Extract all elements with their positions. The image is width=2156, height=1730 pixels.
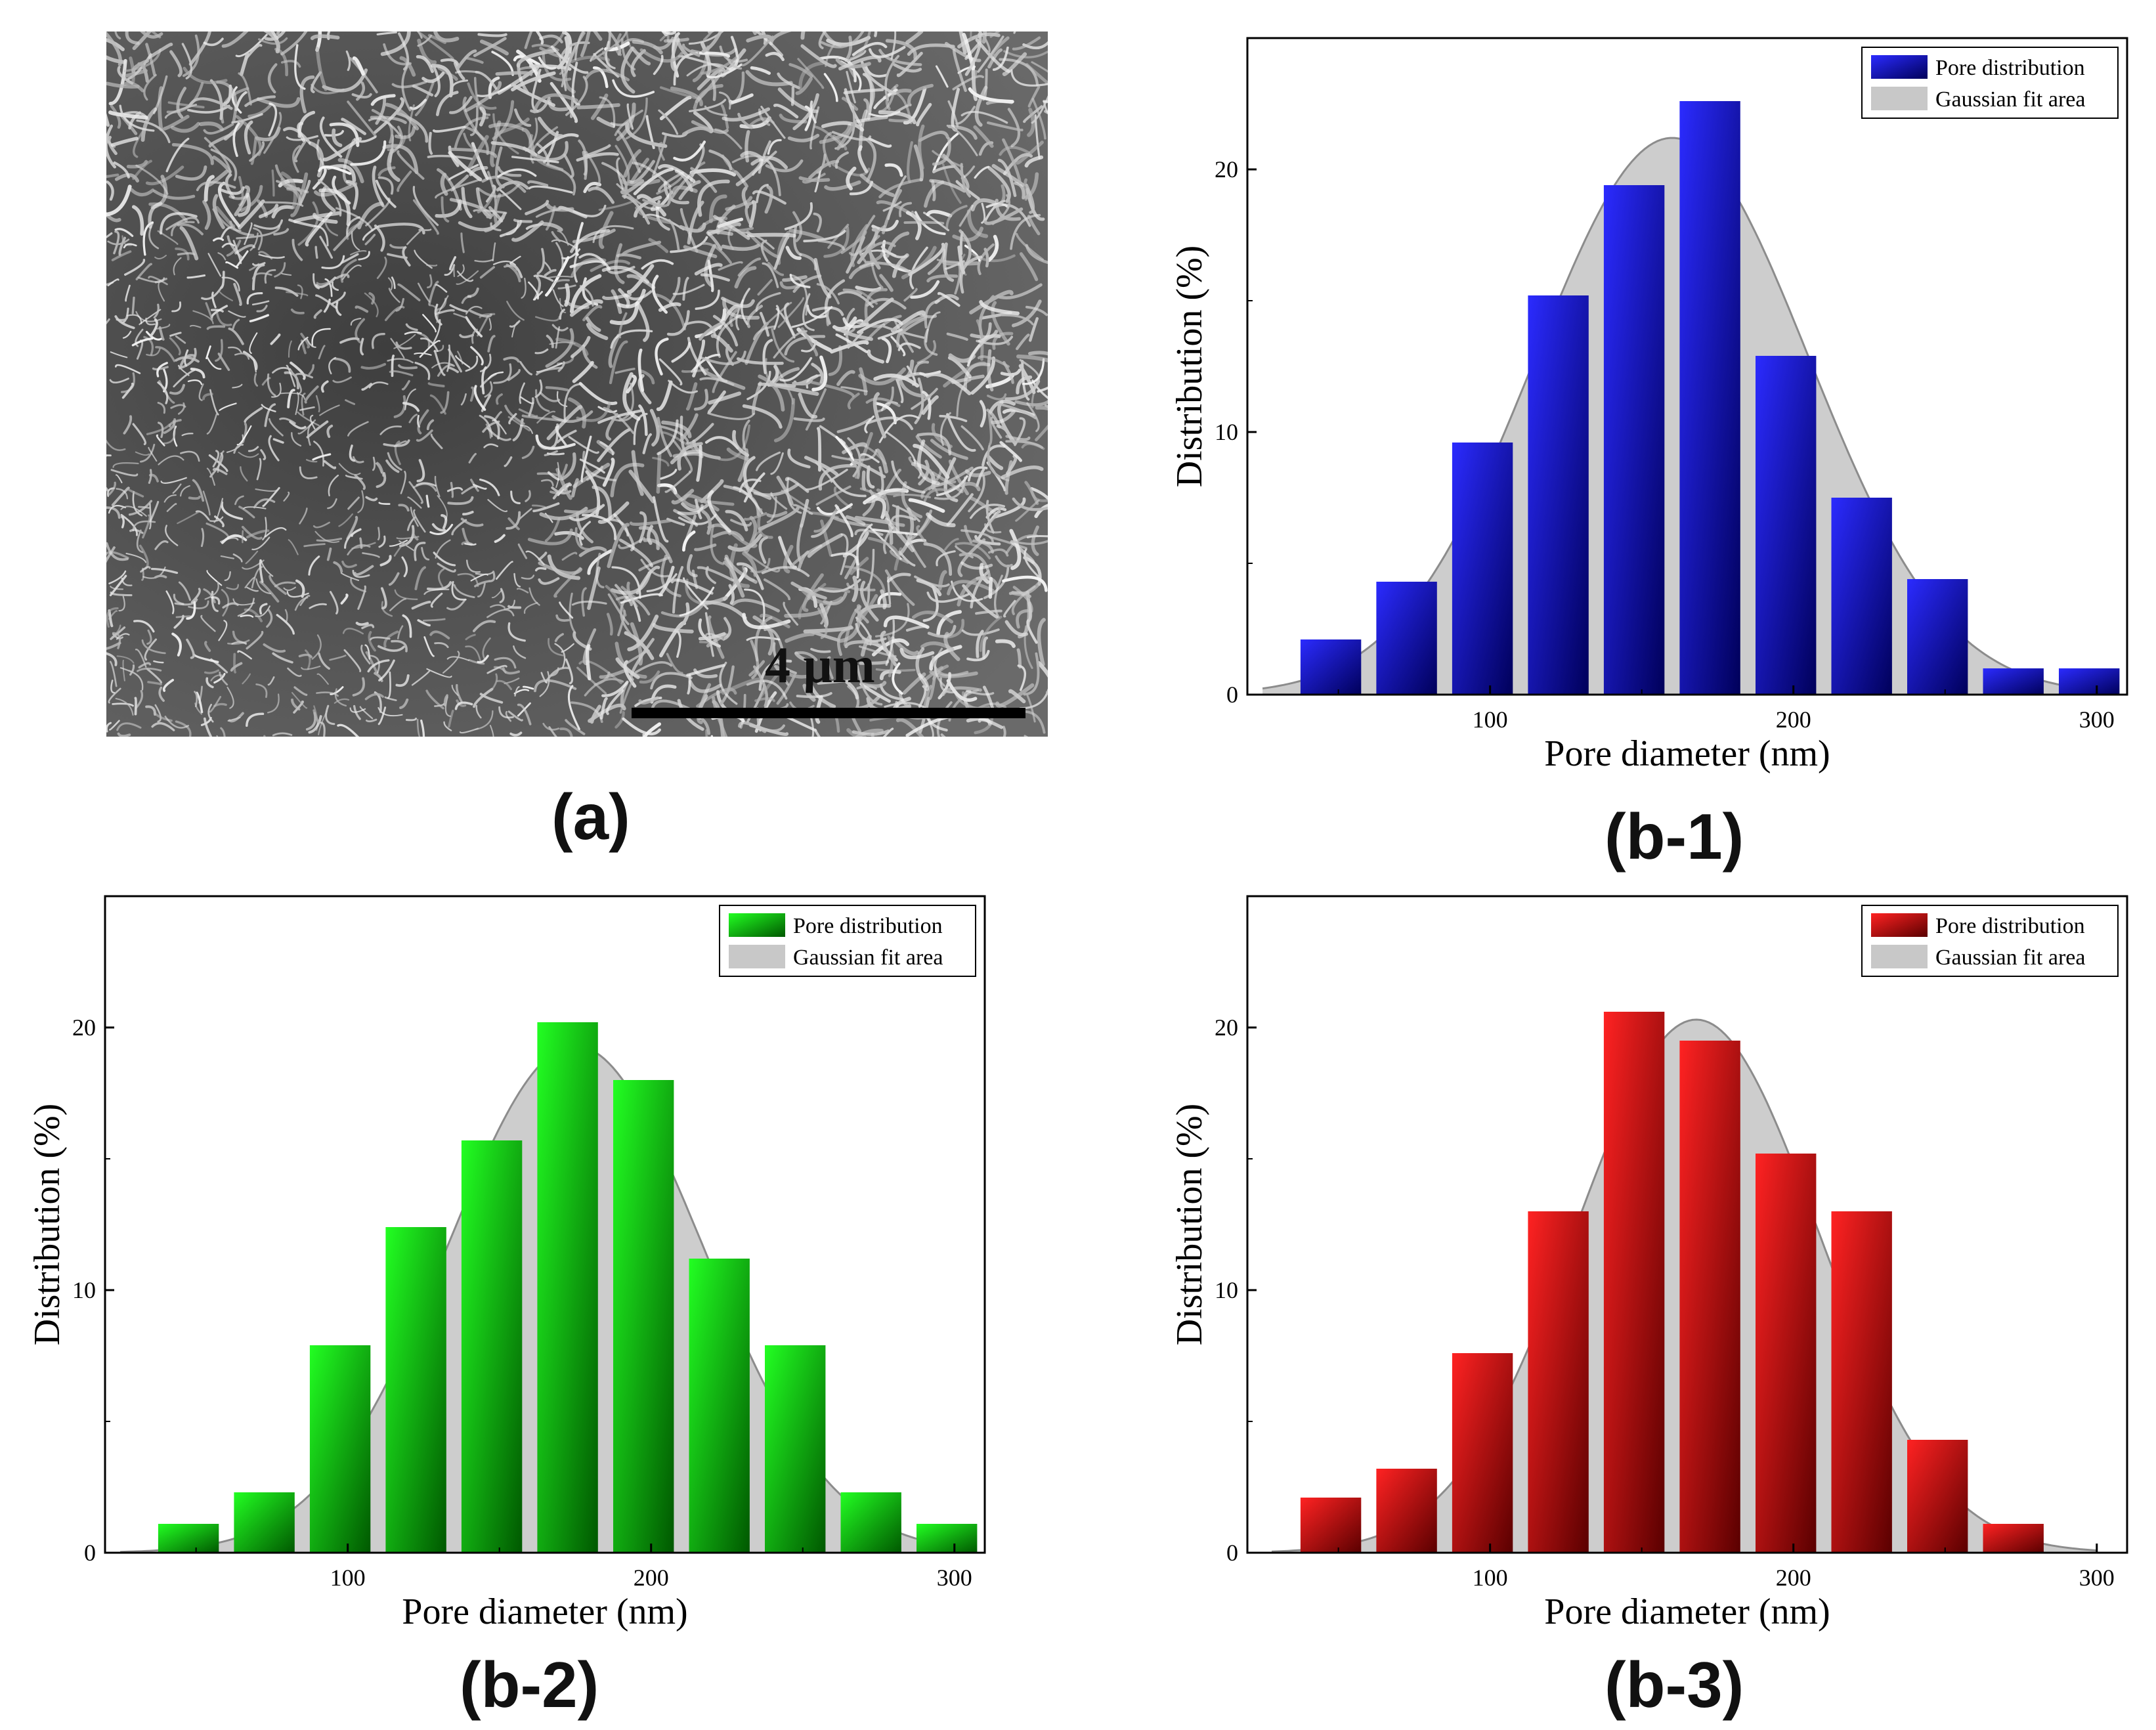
chart-b-2: 0 10 20 100 200 300 Pore diameter (nm) Distribu…	[0, 876, 1011, 1632]
x-tick-label: 300	[2079, 1565, 2115, 1591]
y-tick-label: 20	[1215, 1014, 1238, 1041]
y-tick-label: 10	[72, 1277, 96, 1303]
bar	[537, 1022, 598, 1553]
bar	[1907, 579, 1968, 695]
bar	[916, 1524, 978, 1553]
legend-swatch-fit	[1871, 87, 1928, 110]
x-tick-label: 200	[1776, 1565, 1811, 1591]
y-tick-label: 10	[1215, 419, 1238, 445]
panel-label-b-2: (b-2)	[460, 1649, 599, 1721]
chart-svg: 0 10 20 100 200 300 Pore diameter (nm) Distribu…	[27, 895, 986, 1632]
y-axis-label: Distribution (%)	[1169, 1104, 1210, 1346]
y-tick-label: 0	[84, 1540, 96, 1566]
x-tick-label: 100	[330, 1565, 366, 1591]
bar	[234, 1492, 295, 1553]
bar	[1831, 498, 1892, 695]
bar	[1907, 1440, 1968, 1553]
bar	[1756, 356, 1817, 695]
legend-label: Pore distribution	[1935, 914, 2085, 938]
bar	[1603, 185, 1665, 695]
bar	[1983, 668, 2044, 695]
bar	[461, 1140, 523, 1553]
panel-label-a: (a)	[551, 781, 630, 853]
bar	[1528, 1211, 1589, 1553]
bar	[1603, 1012, 1665, 1553]
legend: Pore distribution Gaussian fit area	[1861, 47, 2119, 119]
bar	[765, 1345, 826, 1553]
bar	[1831, 1211, 1892, 1553]
legend-label: Gaussian fit area	[793, 945, 943, 970]
bar	[613, 1080, 674, 1553]
x-tick-label: 200	[634, 1565, 669, 1591]
legend-label: Gaussian fit area	[1935, 945, 2085, 970]
chart-svg: 0 10 20 100 200 300 Pore diameter (nm) Distribu…	[1169, 895, 2128, 1632]
bar	[1679, 1041, 1740, 1553]
bar	[158, 1524, 219, 1553]
bar	[1376, 1469, 1437, 1553]
legend: Pore distribution Gaussian fit area	[719, 905, 976, 977]
bar	[1679, 101, 1740, 695]
y-tick-label: 0	[1226, 681, 1238, 708]
legend-label: Pore distribution	[793, 914, 943, 938]
y-tick-label: 10	[1215, 1277, 1238, 1303]
legend-swatch-fit	[1871, 945, 1928, 968]
y-tick-label: 20	[72, 1014, 96, 1041]
legend-label: Pore distribution	[1935, 56, 2085, 80]
x-tick-label: 100	[1473, 1565, 1508, 1591]
x-axis-label: Pore diameter (nm)	[402, 1591, 687, 1632]
bar	[1528, 295, 1589, 695]
x-tick-label: 300	[2079, 706, 2115, 733]
y-axis-label: Distribution (%)	[27, 1104, 68, 1346]
scale-bar-label: 4 μm	[765, 636, 875, 693]
bar	[1452, 443, 1513, 695]
bar	[1300, 639, 1362, 695]
legend-swatch-fit	[729, 945, 785, 968]
panel-label-b-1: (b-1)	[1605, 800, 1744, 873]
bar	[2059, 668, 2120, 695]
legend-swatch-bars	[1871, 55, 1928, 79]
bar	[1983, 1524, 2044, 1553]
bar	[1376, 582, 1437, 695]
legend-label: Gaussian fit area	[1935, 87, 2085, 112]
scale-bar	[632, 708, 1025, 718]
x-tick-label: 200	[1776, 706, 1811, 733]
x-axis-label: Pore diameter (nm)	[1544, 733, 1830, 774]
sem-image	[106, 32, 1048, 737]
panel-label-b-3: (b-3)	[1605, 1649, 1744, 1721]
bar	[1452, 1353, 1513, 1553]
bar	[385, 1227, 446, 1553]
bar	[1756, 1154, 1817, 1553]
sem-texture	[106, 32, 1048, 737]
bar	[309, 1345, 371, 1553]
legend-swatch-bars	[729, 913, 785, 937]
x-tick-label: 100	[1473, 706, 1508, 733]
bar	[1300, 1498, 1362, 1553]
chart-b-1: 0 10 20 100 200 300 Pore diameter (nm) Distribu…	[1142, 18, 2153, 774]
y-axis-label: Distribution (%)	[1169, 246, 1210, 488]
sem-flake-network	[106, 32, 1048, 737]
legend: Pore distribution Gaussian fit area	[1861, 905, 2119, 977]
legend-swatch-bars	[1871, 913, 1928, 937]
chart-svg: 0 10 20 100 200 300 Pore diameter (nm) Distribu…	[1169, 37, 2128, 774]
bar	[840, 1492, 901, 1553]
x-tick-label: 300	[937, 1565, 972, 1591]
bar	[689, 1259, 750, 1553]
chart-b-3: 0 10 20 100 200 300 Pore diameter (nm) Distribu…	[1142, 876, 2153, 1632]
y-tick-label: 0	[1226, 1540, 1238, 1566]
x-axis-label: Pore diameter (nm)	[1544, 1591, 1830, 1632]
y-tick-label: 20	[1215, 156, 1238, 183]
